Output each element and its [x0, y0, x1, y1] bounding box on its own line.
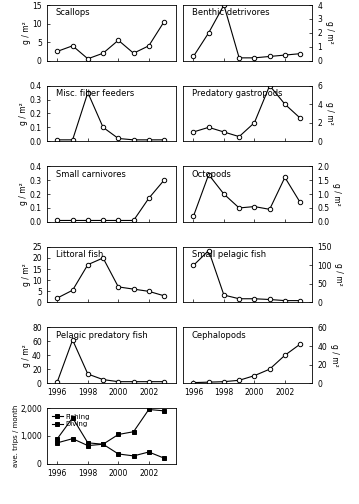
Diving	[86, 443, 90, 449]
Y-axis label: g / m²: g / m²	[332, 182, 341, 206]
Diving	[131, 453, 136, 459]
Diving	[147, 449, 151, 455]
Y-axis label: g / m²: g / m²	[335, 263, 344, 286]
Line: Fishing: Fishing	[55, 407, 166, 447]
Text: Pelagic predatory fish: Pelagic predatory fish	[56, 331, 148, 340]
Fishing	[55, 435, 60, 442]
Legend: Fishing, Diving: Fishing, Diving	[50, 412, 92, 429]
Diving	[162, 455, 166, 461]
Text: Scallops: Scallops	[56, 9, 90, 17]
Y-axis label: g / m²: g / m²	[22, 344, 31, 366]
Y-axis label: g / m²: g / m²	[325, 22, 334, 44]
Text: Small pelagic fish: Small pelagic fish	[192, 250, 266, 259]
Diving	[55, 440, 60, 446]
Fishing	[116, 431, 121, 437]
Text: Littoral fish: Littoral fish	[56, 250, 103, 259]
Y-axis label: g / m²: g / m²	[22, 263, 31, 286]
Y-axis label: g / m²: g / m²	[19, 182, 28, 206]
Text: Misc. filter feeders: Misc. filter feeders	[56, 89, 134, 98]
Line: Diving: Diving	[55, 436, 166, 460]
Text: Cephalopods: Cephalopods	[192, 331, 247, 340]
Y-axis label: g / m²: g / m²	[19, 102, 28, 125]
Fishing	[70, 415, 75, 421]
Y-axis label: g / m²: g / m²	[330, 344, 339, 366]
Fishing	[162, 408, 166, 414]
Diving	[101, 441, 105, 447]
Fishing	[147, 406, 151, 412]
Fishing	[131, 429, 136, 435]
Y-axis label: ave. trips / month: ave. trips / month	[13, 405, 19, 467]
Text: Small carnivores: Small carnivores	[56, 169, 126, 178]
Fishing	[101, 441, 105, 447]
Y-axis label: g / m²: g / m²	[325, 102, 334, 125]
Text: Benthic detrivores: Benthic detrivores	[192, 9, 270, 17]
Text: Predatory gastropods: Predatory gastropods	[192, 89, 282, 98]
Diving	[70, 435, 75, 442]
Diving	[116, 451, 121, 457]
Y-axis label: g / m²: g / m²	[22, 22, 31, 44]
Fishing	[86, 440, 90, 446]
Text: Octopods: Octopods	[192, 169, 232, 178]
